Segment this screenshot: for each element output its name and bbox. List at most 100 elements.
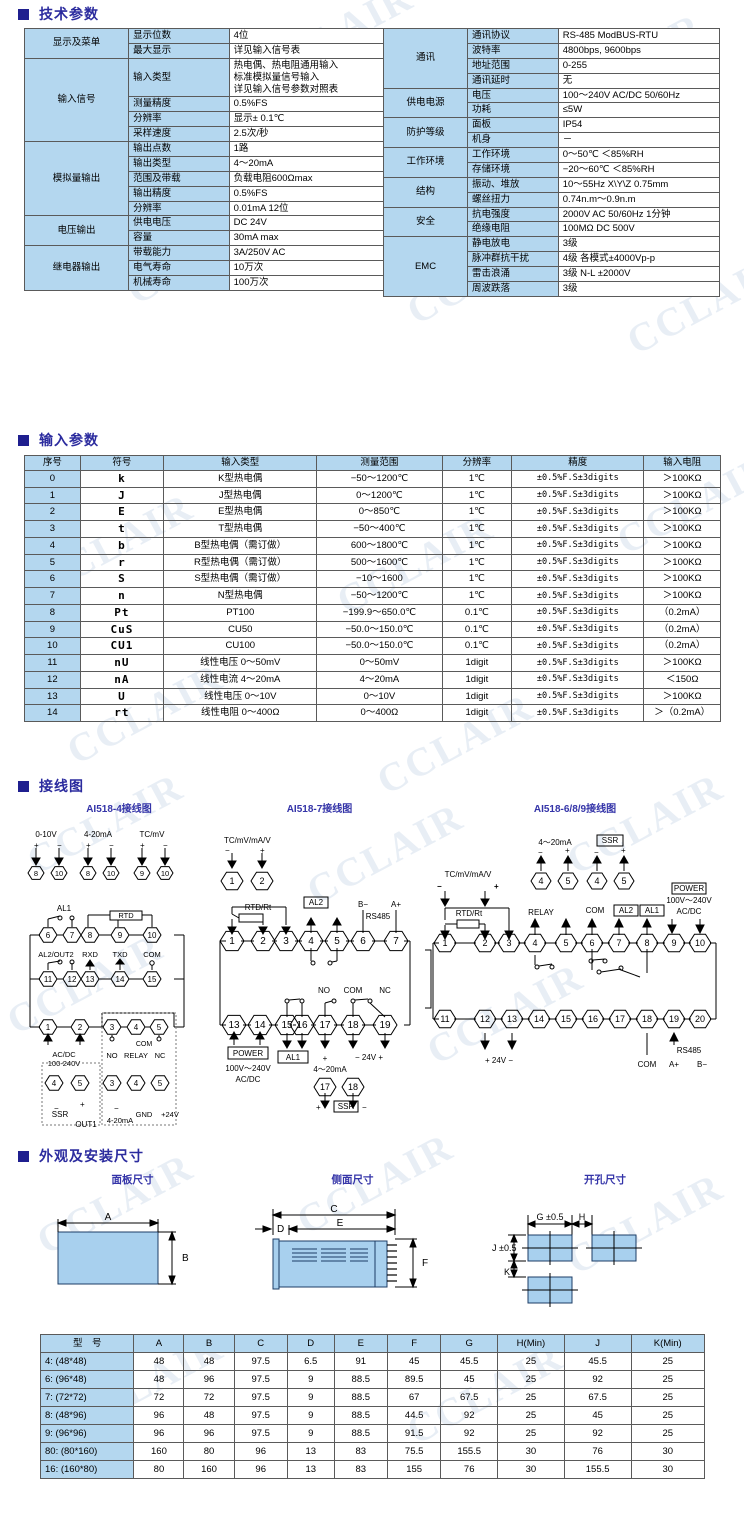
drawing-panel-svg: A B [56,1212,189,1286]
input-row-type: E型热电偶 [163,503,318,522]
spec-row: 结构 振动、堆放 10～55Hz X\Y\Z 0.75mm [383,176,721,208]
input-row-range: −50～1200℃ [316,469,443,488]
spec-item-name: 存储环境 [467,161,559,178]
input-row-no: 8 [24,603,81,622]
svg-text:+ 24V −: + 24V − [485,1056,513,1065]
input-row-type: T型热电偶 [163,520,318,538]
spec-item-name: 绝缘电阻 [467,221,559,238]
svg-text:AL2/OUT2: AL2/OUT2 [38,950,73,959]
dimension-value: 25 [497,1352,565,1371]
svg-text:RXD: RXD [82,950,98,959]
input-row-type: N型热电偶 [163,587,318,605]
terminal-number: 18 [347,1020,359,1031]
terminal-number: 1 [229,936,235,947]
terminal-number: 4 [308,936,314,947]
dim-label-h: H [579,1212,586,1222]
wiring-diagram-3-svg: 4～20mA SSR − + − + 4 5 4 5 TC/mV/mA/V − + R… [412,834,717,1069]
input-row-symbol: k [79,469,165,488]
spec-row: 机械寿命 100万次 [25,274,385,291]
svg-text:RS485: RS485 [366,912,391,921]
dimension-value: 97.5 [233,1388,288,1407]
spec-item-name: 显示位数 [128,28,230,44]
svg-text:− 24V +: − 24V + [355,1053,383,1062]
input-row-range: −50.0～150.0℃ [316,637,443,656]
terminal-number: 4 [134,1079,139,1088]
spec-row: EMC 静电放电 3级 [383,236,721,297]
svg-text:−: − [538,848,543,857]
table-row: 2 E E型热电偶 0～850℃ 1℃ ±0.5%F.S±3digits ＞100KΩ [24,503,721,522]
dimension-value: 160 [133,1442,185,1461]
terminal-hex [313,1077,337,1097]
input-row-resolution: 1℃ [441,570,513,589]
dimension-value: 92 [440,1406,499,1425]
spec-item-name: 最大显示 [128,42,230,59]
spec-item-value: － [557,132,721,148]
input-row-accuracy: ±0.5%F.S±3digits [511,704,645,723]
dim-label-j: J ±0.5 [492,1243,516,1253]
terminal-hex [79,866,97,880]
drawing-cutout: 开孔尺寸 G ±0.5 H [480,1172,730,1322]
spec-row: 电气寿命 10万次 [25,260,385,276]
input-row-accuracy: ±0.5%F.S±3digits [511,587,645,605]
terminal-hex [126,1075,146,1091]
spec-row: 周波跌落 3级 [384,280,721,297]
svg-text:+: + [140,841,145,850]
terminal-hex [50,866,68,880]
input-table-header: 符号 [79,455,165,471]
terminal-hex [586,872,608,890]
spec-item-name: 输出点数 [128,141,230,157]
terminal-hex [70,1075,90,1091]
spec-item-value: 10～55Hz X\Y\Z 0.75mm [557,176,721,193]
input-row-accuracy: ±0.5%F.S±3digits [511,570,645,589]
input-row-accuracy: ±0.5%F.S±3digits [511,654,645,672]
section-title-dimensions: 外观及安装尺寸 [39,1148,144,1164]
dimension-value: 30 [497,1460,565,1479]
terminal-hex [250,871,274,891]
spec-group-label: 模拟量输出 [23,140,130,217]
input-row-resolution: 0.1℃ [441,603,513,622]
input-row-symbol: U [79,687,165,706]
input-row-impedance: ＞100KΩ [643,570,721,589]
svg-text:AL1: AL1 [57,904,72,913]
input-row-symbol: J [79,486,165,505]
spec-group-label: 显示及菜单 [23,28,130,59]
input-row-resolution: 1℃ [441,486,513,505]
spec-item-value: 3级 [557,280,721,297]
input-row-resolution: 1℃ [441,587,513,605]
dim-label-b: B [182,1253,189,1264]
dimension-value: 75.5 [386,1442,442,1461]
dimension-value: 13 [286,1442,335,1461]
input-row-resolution: 1℃ [441,553,513,572]
svg-text:NC: NC [155,1051,166,1060]
svg-text:+: + [86,841,91,850]
dimension-value: 9 [286,1388,335,1407]
spec-item-name: 测量精度 [128,96,230,113]
table-row: 4 b B型热电偶（需订做） 600～1800℃ 1℃ ±0.5%F.S±3digits ＞… [24,536,721,555]
spec-group-label: 继电器输出 [23,245,130,291]
dimension-value: 45 [440,1370,499,1389]
input-row-type: 线性电阻 0～400Ω [163,704,318,723]
terminal-number: 12 [68,975,77,984]
terminal-number: 8 [86,869,90,878]
terminal-number: 19 [669,1014,679,1024]
spec-table-left-wrap: 显示及菜单 显示位数 4位 最大显示 详见输入信号表 输入信号 输入类型 热电偶、热电阻通用输… [23,28,385,291]
spec-row: 防护等级 面板 IP54 [383,117,721,148]
dimension-value: 25 [630,1406,705,1425]
spec-item-name: 分辨率 [128,200,230,217]
svg-text:GND: GND [136,1110,153,1119]
terminal-number: 15 [561,1014,571,1024]
terminal-number: 17 [615,1014,625,1024]
table-row: 8 Pt PT100 −199.9～650.0℃ 0.1℃ ±0.5%F.S±3digit… [24,603,721,622]
dimension-value: 67.5 [563,1388,632,1407]
svg-text:AC/DC: AC/DC [677,907,702,916]
dimension-table-header: D [286,1334,335,1353]
drawing-side-svg: C D E [255,1204,428,1290]
terminal-number: 1 [46,1023,51,1032]
dimension-value: 44.5 [386,1406,442,1425]
input-row-symbol: b [79,536,165,555]
svg-text:RTD/Rt: RTD/Rt [456,909,483,918]
spec-row: 继电器输出 带载能力 3A/250V AC [23,245,385,291]
terminal-number: 4 [52,1079,57,1088]
spec-item-value: 0.01mA 12位 [228,200,385,217]
